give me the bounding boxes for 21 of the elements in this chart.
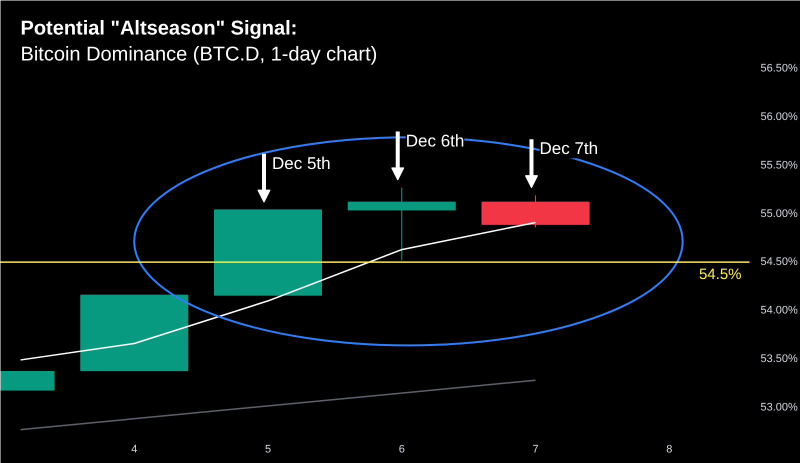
x-tick-label: 4 bbox=[131, 444, 138, 456]
line-series bbox=[20, 222, 536, 361]
y-tick-label: 54.00% bbox=[760, 304, 798, 317]
text: Bitcoin Dominance (BTC.D, 1-day chart) bbox=[20, 44, 378, 66]
annotation: Dec 7th bbox=[540, 139, 598, 158]
y-tick-label: 56.50% bbox=[760, 62, 798, 75]
x-tick-label: 5 bbox=[264, 444, 272, 456]
x-tick-label: 7 bbox=[532, 444, 539, 456]
candlestick bbox=[348, 187, 456, 261]
annotation: Dec 6th bbox=[406, 131, 464, 150]
annotation: Dec 5th bbox=[272, 154, 331, 173]
y-tick-label: 53.50% bbox=[760, 352, 798, 365]
y-tick-label: 55.50% bbox=[760, 159, 798, 172]
x-tick-label: 6 bbox=[398, 444, 405, 456]
ref-line-label: 54.5% bbox=[698, 266, 742, 284]
y-tick-label: 56.00% bbox=[760, 110, 798, 123]
y-tick-label: 54.50% bbox=[760, 256, 798, 268]
chart-title: Potential "Altseason" Signal: bbox=[20, 18, 298, 40]
x-tick-label: 8 bbox=[666, 444, 672, 456]
y-tick-label: 53.00% bbox=[760, 401, 798, 414]
y-tick-label: 55.00% bbox=[760, 208, 798, 220]
